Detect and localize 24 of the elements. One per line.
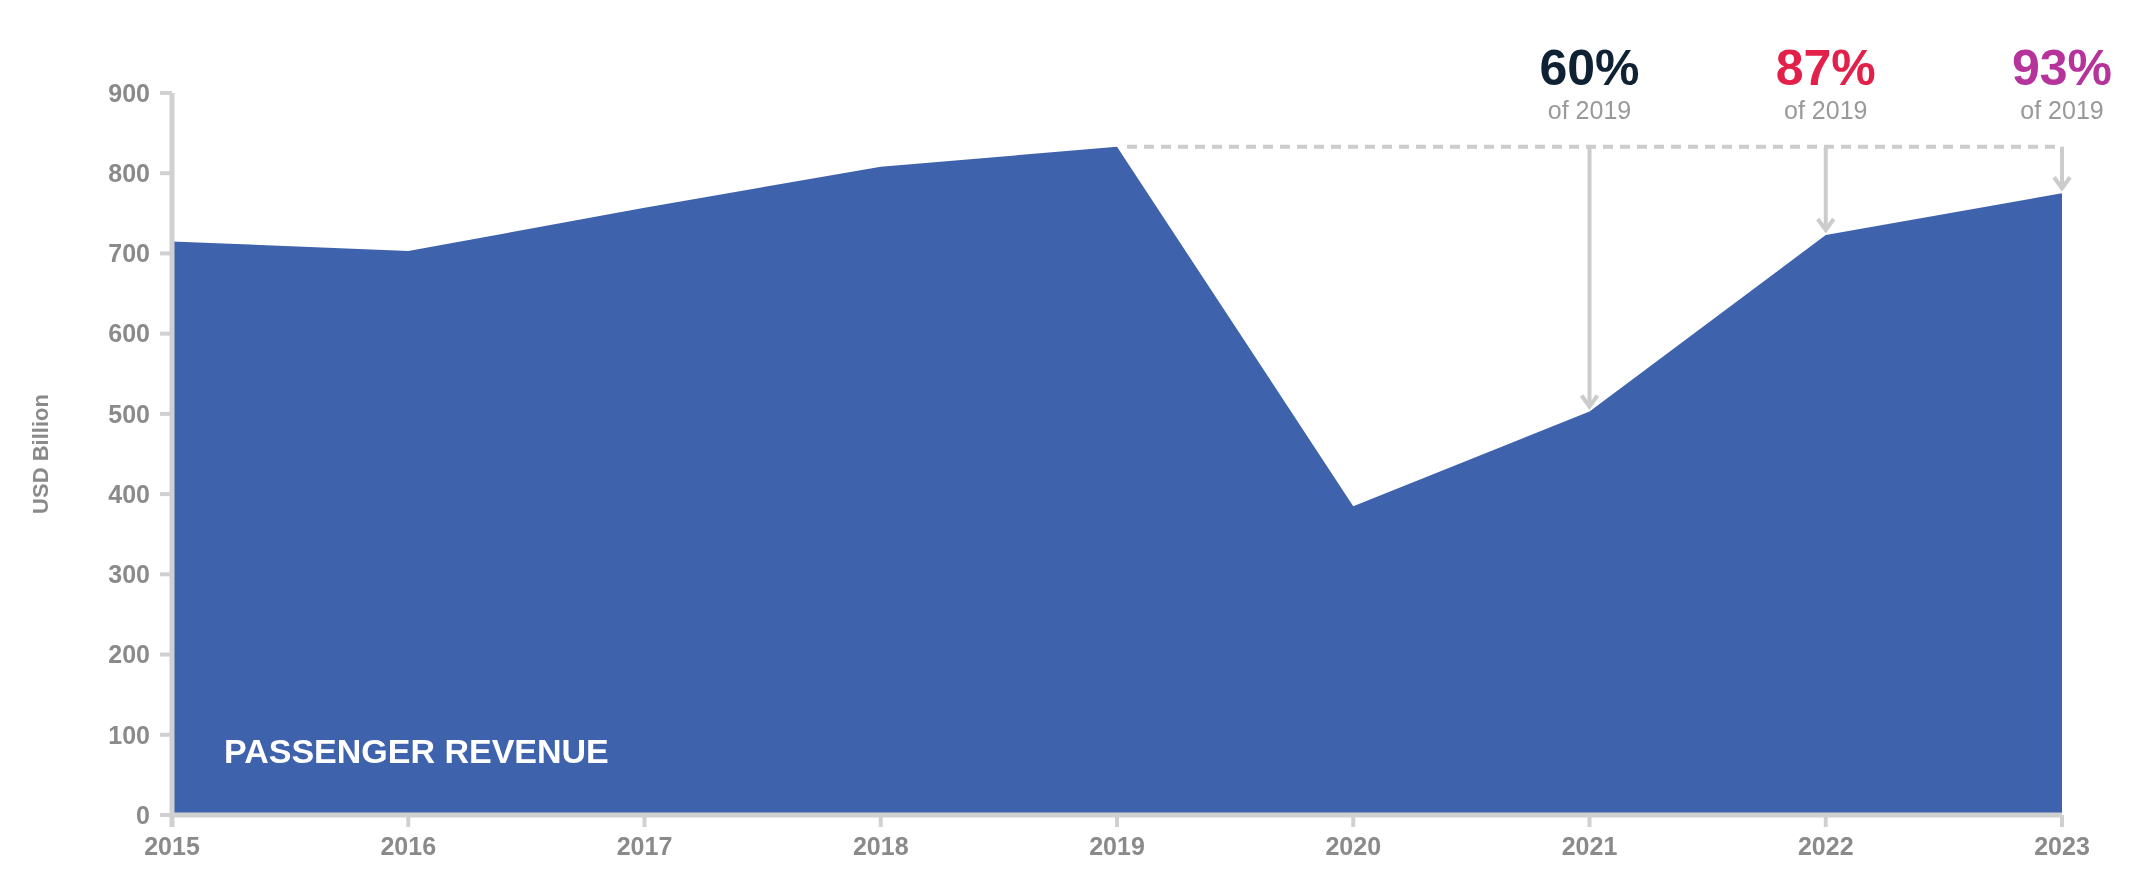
x-tick-label: 2022	[1797, 832, 1854, 860]
y-tick-label: 300	[108, 560, 150, 589]
y-tick-label: 0	[136, 800, 150, 829]
x-tick-label: 2021	[1561, 832, 1618, 860]
y-tick-label: 800	[108, 158, 150, 187]
x-tick-label: 2015	[144, 832, 200, 860]
y-tick-label: 700	[108, 239, 150, 268]
y-tick-label: 500	[108, 399, 150, 428]
y-tick-label: 200	[108, 640, 150, 669]
x-tick-label: 2020	[1325, 832, 1382, 860]
x-tick-label: 2018	[852, 832, 909, 860]
x-tick-label: 2017	[616, 832, 673, 860]
y-tick-label: 600	[108, 319, 150, 348]
annotation: 93% of 2019	[2011, 39, 2113, 124]
y-axis-title: USD Billion	[28, 394, 53, 514]
x-tick-label: 2019	[1089, 832, 1145, 860]
y-tick-label: 400	[108, 479, 150, 508]
y-tick-label: 900	[108, 78, 150, 107]
y-tick-label: 100	[108, 720, 150, 749]
x-tick-label: 2023	[2034, 832, 2090, 860]
annotation: 60% of 2019	[1539, 39, 1640, 124]
x-tick-label: 2016	[380, 832, 437, 860]
series-label: PASSENGER REVENUE	[224, 732, 609, 770]
annotation: 87% of 2019	[1775, 39, 1876, 124]
